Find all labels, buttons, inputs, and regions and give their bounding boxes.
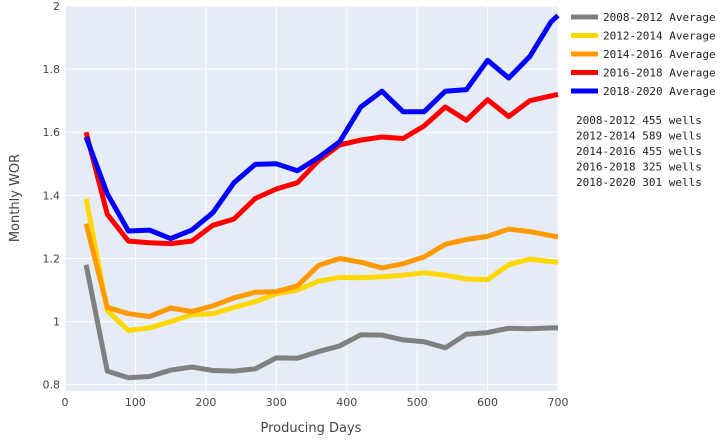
y-axis-ticks: 0.8 1 1.2 1.4 1.6 1.8 2 xyxy=(43,0,61,392)
annotation-line: 2016-2018 325 wells xyxy=(576,161,702,174)
y-tick-label: 1.2 xyxy=(43,252,61,265)
x-axis-ticks: 0 100 200 300 400 500 600 700 xyxy=(62,396,569,409)
legend-item[interactable]: 2014-2016 Average xyxy=(571,48,716,61)
legend-item[interactable]: 2016-2018 Average xyxy=(571,67,716,80)
series-line-2012-2014 xyxy=(83,198,559,333)
annotation-line: 2014-2016 455 wells xyxy=(576,145,702,158)
x-tick-label: 400 xyxy=(336,396,357,409)
legend: 2008-2012 Average 2012-2014 Average 2014-2… xyxy=(571,11,716,98)
x-tick-label: 600 xyxy=(477,396,498,409)
series-line-2008-2012 xyxy=(83,264,558,381)
x-tick-label: 200 xyxy=(195,396,216,409)
y-tick-label: 2 xyxy=(53,0,60,13)
y-tick-label: 1 xyxy=(53,316,60,329)
y-tick-label: 1.8 xyxy=(43,63,61,76)
series-line-2016-2018 xyxy=(83,91,559,247)
annotation-line: 2008-2012 455 wells xyxy=(576,114,702,127)
legend-item[interactable]: 2008-2012 Average xyxy=(571,11,716,24)
series-lines xyxy=(83,13,560,381)
legend-label: 2014-2016 Average xyxy=(603,48,716,61)
x-tick-label: 700 xyxy=(548,396,569,409)
x-tick-label: 500 xyxy=(407,396,428,409)
well-count-annotation: 2008-2012 455 wells 2012-2014 589 wells 20… xyxy=(576,114,702,189)
x-axis-title: Producing Days xyxy=(261,421,362,436)
y-tick-label: 1.4 xyxy=(43,189,61,202)
annotation-line: 2012-2014 589 wells xyxy=(576,130,702,143)
legend-label: 2018-2020 Average xyxy=(603,85,716,98)
series-line-2014-2016 xyxy=(83,223,559,319)
legend-label: 2008-2012 Average xyxy=(603,11,716,24)
legend-item[interactable]: 2012-2014 Average xyxy=(571,30,716,43)
x-tick-label: 300 xyxy=(266,396,287,409)
y-axis-title: Monthly WOR xyxy=(8,154,23,242)
y-tick-label: 1.6 xyxy=(43,126,61,139)
legend-label: 2012-2014 Average xyxy=(603,30,716,43)
series-line-2018-2020 xyxy=(83,13,560,242)
y-tick-label: 0.8 xyxy=(43,379,61,392)
annotation-line: 2018-2020 301 wells xyxy=(576,176,702,189)
x-tick-label: 100 xyxy=(125,396,146,409)
grid-lines xyxy=(64,5,559,391)
legend-item[interactable]: 2018-2020 Average xyxy=(571,85,716,98)
legend-label: 2016-2018 Average xyxy=(603,67,716,80)
x-tick-label: 0 xyxy=(62,396,69,409)
